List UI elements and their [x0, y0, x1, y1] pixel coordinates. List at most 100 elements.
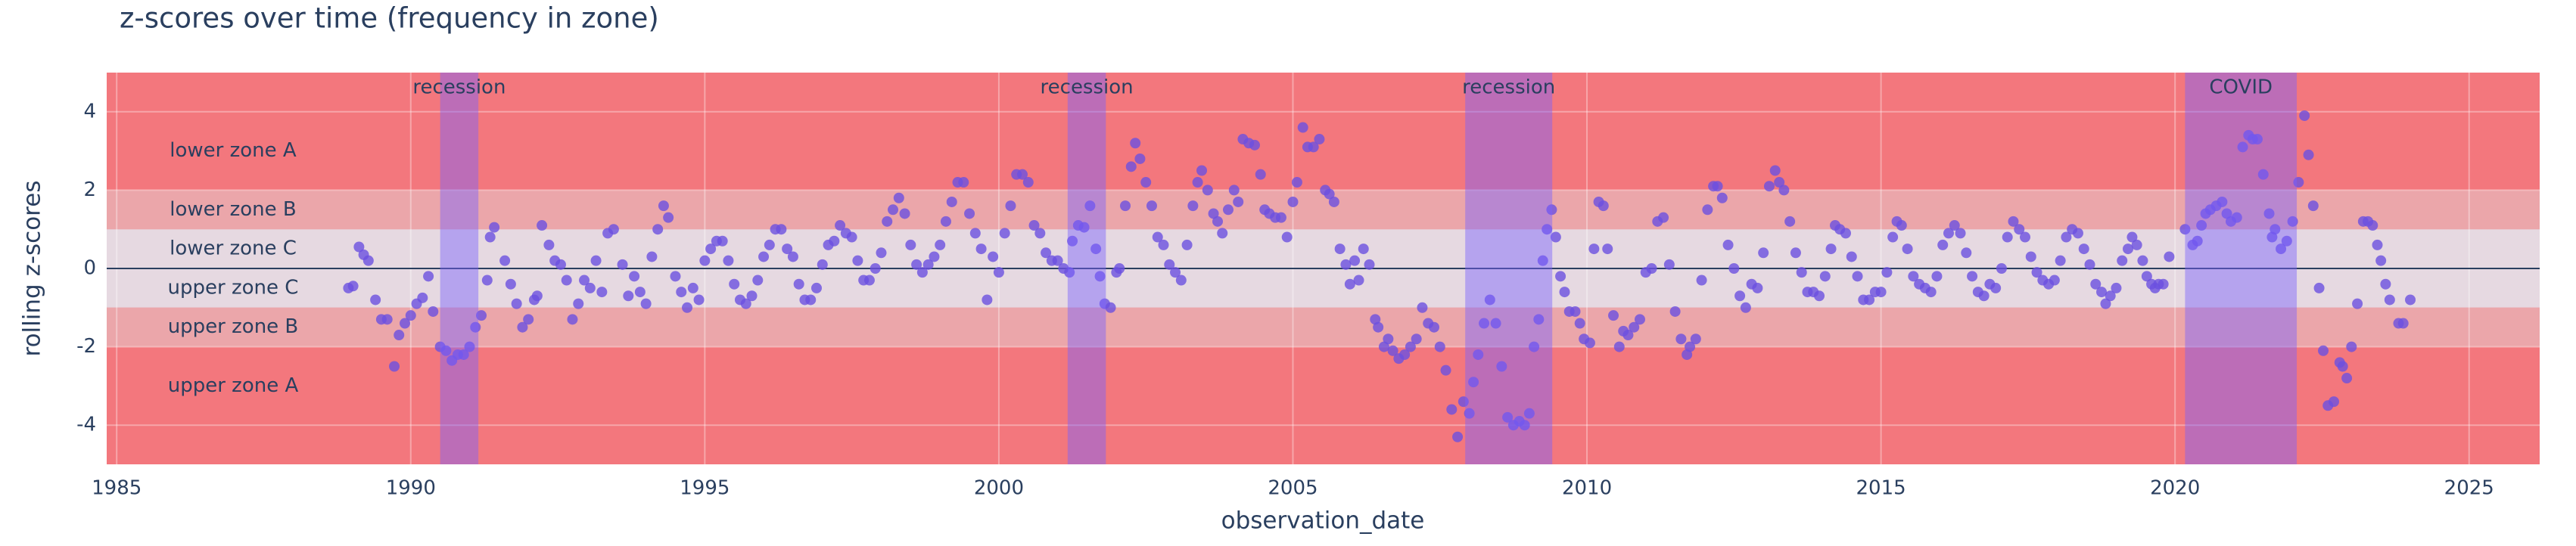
data-point [1490, 318, 1501, 329]
x-tick-label: 1990 [386, 477, 436, 500]
data-point [729, 278, 740, 290]
data-point [2100, 298, 2111, 309]
data-point [2131, 239, 2142, 250]
data-point [1734, 290, 1746, 302]
data-point [646, 251, 658, 262]
data-point [929, 251, 940, 262]
zone-band [107, 346, 2540, 426]
data-point [1233, 196, 1244, 207]
data-point [2346, 341, 2357, 352]
data-point [1468, 377, 1479, 388]
data-point [1875, 287, 1887, 298]
data-point [2263, 208, 2275, 219]
data-point [1588, 244, 1600, 255]
zone-label: lower zone C [170, 237, 297, 260]
data-point [2270, 224, 2281, 235]
chart-title: z-scores over time (frequency in zone) [120, 2, 659, 35]
data-point [1314, 134, 1325, 145]
data-point [1399, 349, 1411, 360]
data-point [1308, 141, 1319, 153]
data-point [1434, 341, 1445, 352]
data-point [2329, 396, 2340, 408]
data-point [2025, 251, 2036, 262]
data-point [975, 244, 987, 255]
data-point [1217, 228, 1228, 239]
data-point [1937, 239, 1949, 250]
data-point [2179, 224, 2191, 235]
data-point [2072, 228, 2083, 239]
data-point [1712, 181, 1723, 192]
data-point [2384, 294, 2395, 306]
data-point [405, 310, 416, 321]
data-point [1570, 306, 1581, 317]
data-point [1819, 271, 1831, 282]
data-point [1464, 408, 1475, 419]
data-point [1340, 259, 1352, 270]
data-point [846, 231, 857, 243]
data-point [2137, 255, 2148, 266]
data-point [1584, 337, 1595, 349]
data-point [1496, 361, 1507, 372]
data-point [2299, 110, 2310, 121]
data-point [682, 302, 693, 313]
data-point [663, 212, 674, 223]
data-point [1685, 341, 1696, 352]
data-point [670, 271, 681, 282]
data-point [1146, 200, 1157, 212]
data-point [1825, 244, 1837, 255]
data-point [381, 314, 393, 325]
data-point [2078, 244, 2089, 255]
data-point [1881, 267, 1893, 278]
data-point [1016, 169, 1028, 180]
data-point [481, 275, 493, 286]
data-point [1192, 177, 1203, 188]
data-point [2341, 373, 2353, 384]
data-point [347, 281, 359, 292]
data-point [793, 278, 804, 290]
period-label: recession [1041, 76, 1134, 99]
data-point [1778, 185, 1790, 196]
data-point [2276, 244, 2287, 255]
data-point [1373, 321, 1384, 333]
data-point [1094, 271, 1106, 282]
data-point [1249, 139, 1260, 150]
data-point [2031, 267, 2042, 278]
data-point [1034, 228, 1046, 239]
data-point [2217, 196, 2228, 207]
data-point [1752, 282, 1763, 293]
data-point [2287, 216, 2298, 227]
data-point [999, 228, 1010, 239]
data-point [717, 235, 728, 247]
data-point [810, 282, 822, 293]
data-point [687, 282, 698, 293]
data-point [617, 259, 628, 270]
plot-area: lower zone A lower zone B lower zone C uppe… [107, 73, 2540, 464]
data-point [911, 259, 922, 270]
data-point [1287, 196, 1299, 207]
x-tick-label: 1995 [680, 477, 730, 500]
data-point [1931, 271, 1943, 282]
data-point [940, 216, 951, 227]
data-point [1067, 235, 1078, 247]
zone-label: upper zone C [168, 276, 299, 299]
data-point [852, 255, 863, 266]
data-point [1887, 231, 1899, 243]
data-point [2002, 231, 2013, 243]
data-point [1349, 255, 1361, 266]
x-axis-title: observation_date [1221, 507, 1425, 535]
data-point [1134, 153, 1146, 164]
data-point [676, 287, 687, 298]
data-point [1784, 216, 1796, 227]
data-point [982, 294, 993, 306]
data-point [1334, 244, 1346, 255]
data-point [1846, 251, 1857, 262]
data-point [776, 224, 787, 235]
shaded-period [2185, 73, 2298, 464]
data-point [634, 287, 646, 298]
data-point [1646, 263, 1657, 274]
data-point [2158, 278, 2169, 290]
data-point [1961, 247, 1972, 259]
data-point [1064, 267, 1075, 278]
data-point [440, 345, 452, 356]
data-point [2380, 278, 2391, 290]
